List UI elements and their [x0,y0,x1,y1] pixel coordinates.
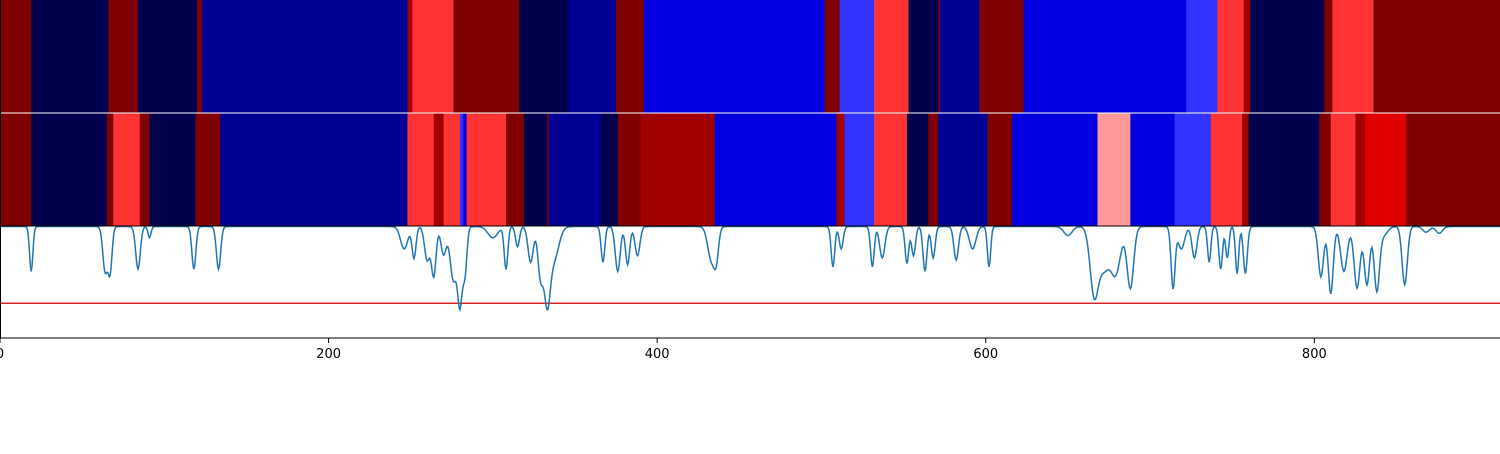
heatmap-segment [979,0,1024,113]
heatmap-segment [836,113,845,226]
heatmap-segment [113,113,141,226]
heatmap-segment [1023,0,1187,113]
heatmap-segment [1365,113,1407,226]
heatmap-segment [443,113,461,226]
heatmap-segment [195,113,221,226]
heatmap-segment [1130,113,1176,226]
heatmap-segment [453,0,520,113]
heatmap-segment [938,113,988,226]
heatmap-segment [874,113,908,226]
panel-separators [0,112,1500,227]
heatmap-segment [106,113,114,226]
heatmap-segment [839,0,875,113]
heatmap-segment [824,0,840,113]
heatmap-segment [0,113,32,226]
heatmap-segment [1186,0,1218,113]
score-line [0,225,1500,312]
heatmap-segment [31,113,108,226]
x-tick-label: 600 [973,347,998,362]
line-panel [0,225,1500,338]
heatmap-segment [1373,0,1500,113]
heatmap-segment [644,0,826,113]
heatmap-segment [506,113,525,226]
heatmap-segment [1330,113,1356,226]
heatmap-segment [138,0,198,113]
heatmap-segment [1097,113,1131,226]
heatmap-segment [1250,0,1325,113]
heatmap-segment [714,113,837,226]
heatmap-segment [433,113,444,226]
heatmap-track-bottom [0,113,1500,226]
heatmap-segment [407,0,413,113]
heatmap-segment [906,113,929,226]
heatmap-segment [407,113,435,226]
heatmap-segment [220,113,408,226]
heatmap-segment [939,0,980,113]
heatmap-track-top [0,0,1500,113]
heatmap-segment [202,0,408,113]
x-tick-label: 400 [645,347,670,362]
heatmap-segment [1248,113,1320,226]
heatmap-segment [568,0,617,113]
heatmap-segment [1324,0,1333,113]
heatmap-segment [844,113,875,226]
heatmap-segment [412,0,454,113]
x-axis: 0 200 400 600 800 [0,338,1327,362]
heatmap-segment [908,0,939,113]
heatmap-segment [1217,0,1245,113]
heatmap-segment [1332,0,1374,113]
heatmap-segment [938,0,941,113]
heatmap-segment [617,113,642,226]
x-tick-label: 0 [0,347,4,362]
heatmap-segment [463,113,467,226]
heatmap-segment [640,113,716,226]
heatmap-segment [460,113,464,226]
line-panel-background [0,226,1500,338]
heatmap-segment [197,0,203,113]
heatmap-segment [1210,113,1243,226]
axes-frame [0,0,1500,339]
heatmap-segment [1012,113,1098,226]
heatmap-segment [987,113,1013,226]
heatmap-segment [874,0,909,113]
heatmap-segment [139,113,150,226]
heatmap-segment [1174,113,1212,226]
heatmap-segment [519,0,569,113]
heatmap-segment [108,0,139,113]
heatmap-segment [928,113,939,226]
heatmap-segment [547,113,550,226]
heatmap-segment [1243,0,1251,113]
heatmap-segment [601,113,619,226]
heatmap-segment [524,113,548,226]
heatmap-segment [31,0,109,113]
x-tick-label: 800 [1302,347,1327,362]
heatmap-segment [1242,113,1250,226]
heatmap-segment [616,0,645,113]
heatmap-segment [0,0,32,113]
heatmap-segment [1406,113,1500,226]
x-tick-label: 200 [316,347,341,362]
heatmap-segment [149,113,196,226]
heatmap-segment [548,113,602,226]
heatmap-segment [466,113,507,226]
heatmap-segment [1355,113,1366,226]
heatmap-segment [1319,113,1332,226]
